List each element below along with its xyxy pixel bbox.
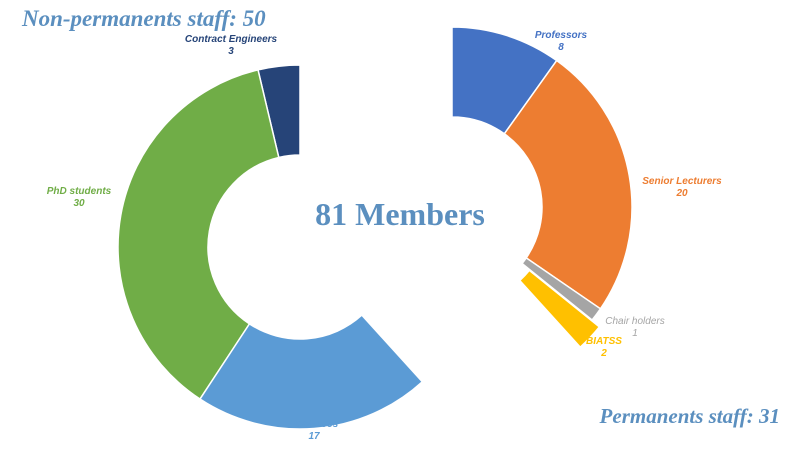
slice-chair-holders (520, 256, 602, 322)
half-donut-permanent (451, 26, 633, 349)
data-label-senior-lecturers: Senior Lecturers 20 (642, 176, 722, 199)
non-permanent-staff-title: Non-permanents staff: 50 (22, 6, 266, 31)
data-label-biatss: BIATSS 2 (586, 336, 622, 359)
data-label-phd-students: PhD students 30 (47, 186, 112, 209)
permanent-staff-title: Permanents staff: 31 (599, 404, 780, 428)
half-donut-non-permanent (117, 64, 424, 430)
slice-senior-lecturers (503, 59, 633, 310)
slice-contract-engineers (257, 64, 301, 159)
data-label-contract-engineers: Contract Engineers 3 (185, 34, 278, 57)
data-label-chair-holders: Chair holders 1 (605, 316, 664, 339)
data-label-post-docs: Post-docs 17 (290, 419, 339, 442)
data-label-professors: Professors 8 (535, 30, 588, 53)
total-members-label: 81 Members (315, 196, 485, 232)
slice-post-docs (198, 314, 424, 430)
slice-biatss (518, 269, 601, 349)
slice-phd-students (117, 69, 280, 401)
